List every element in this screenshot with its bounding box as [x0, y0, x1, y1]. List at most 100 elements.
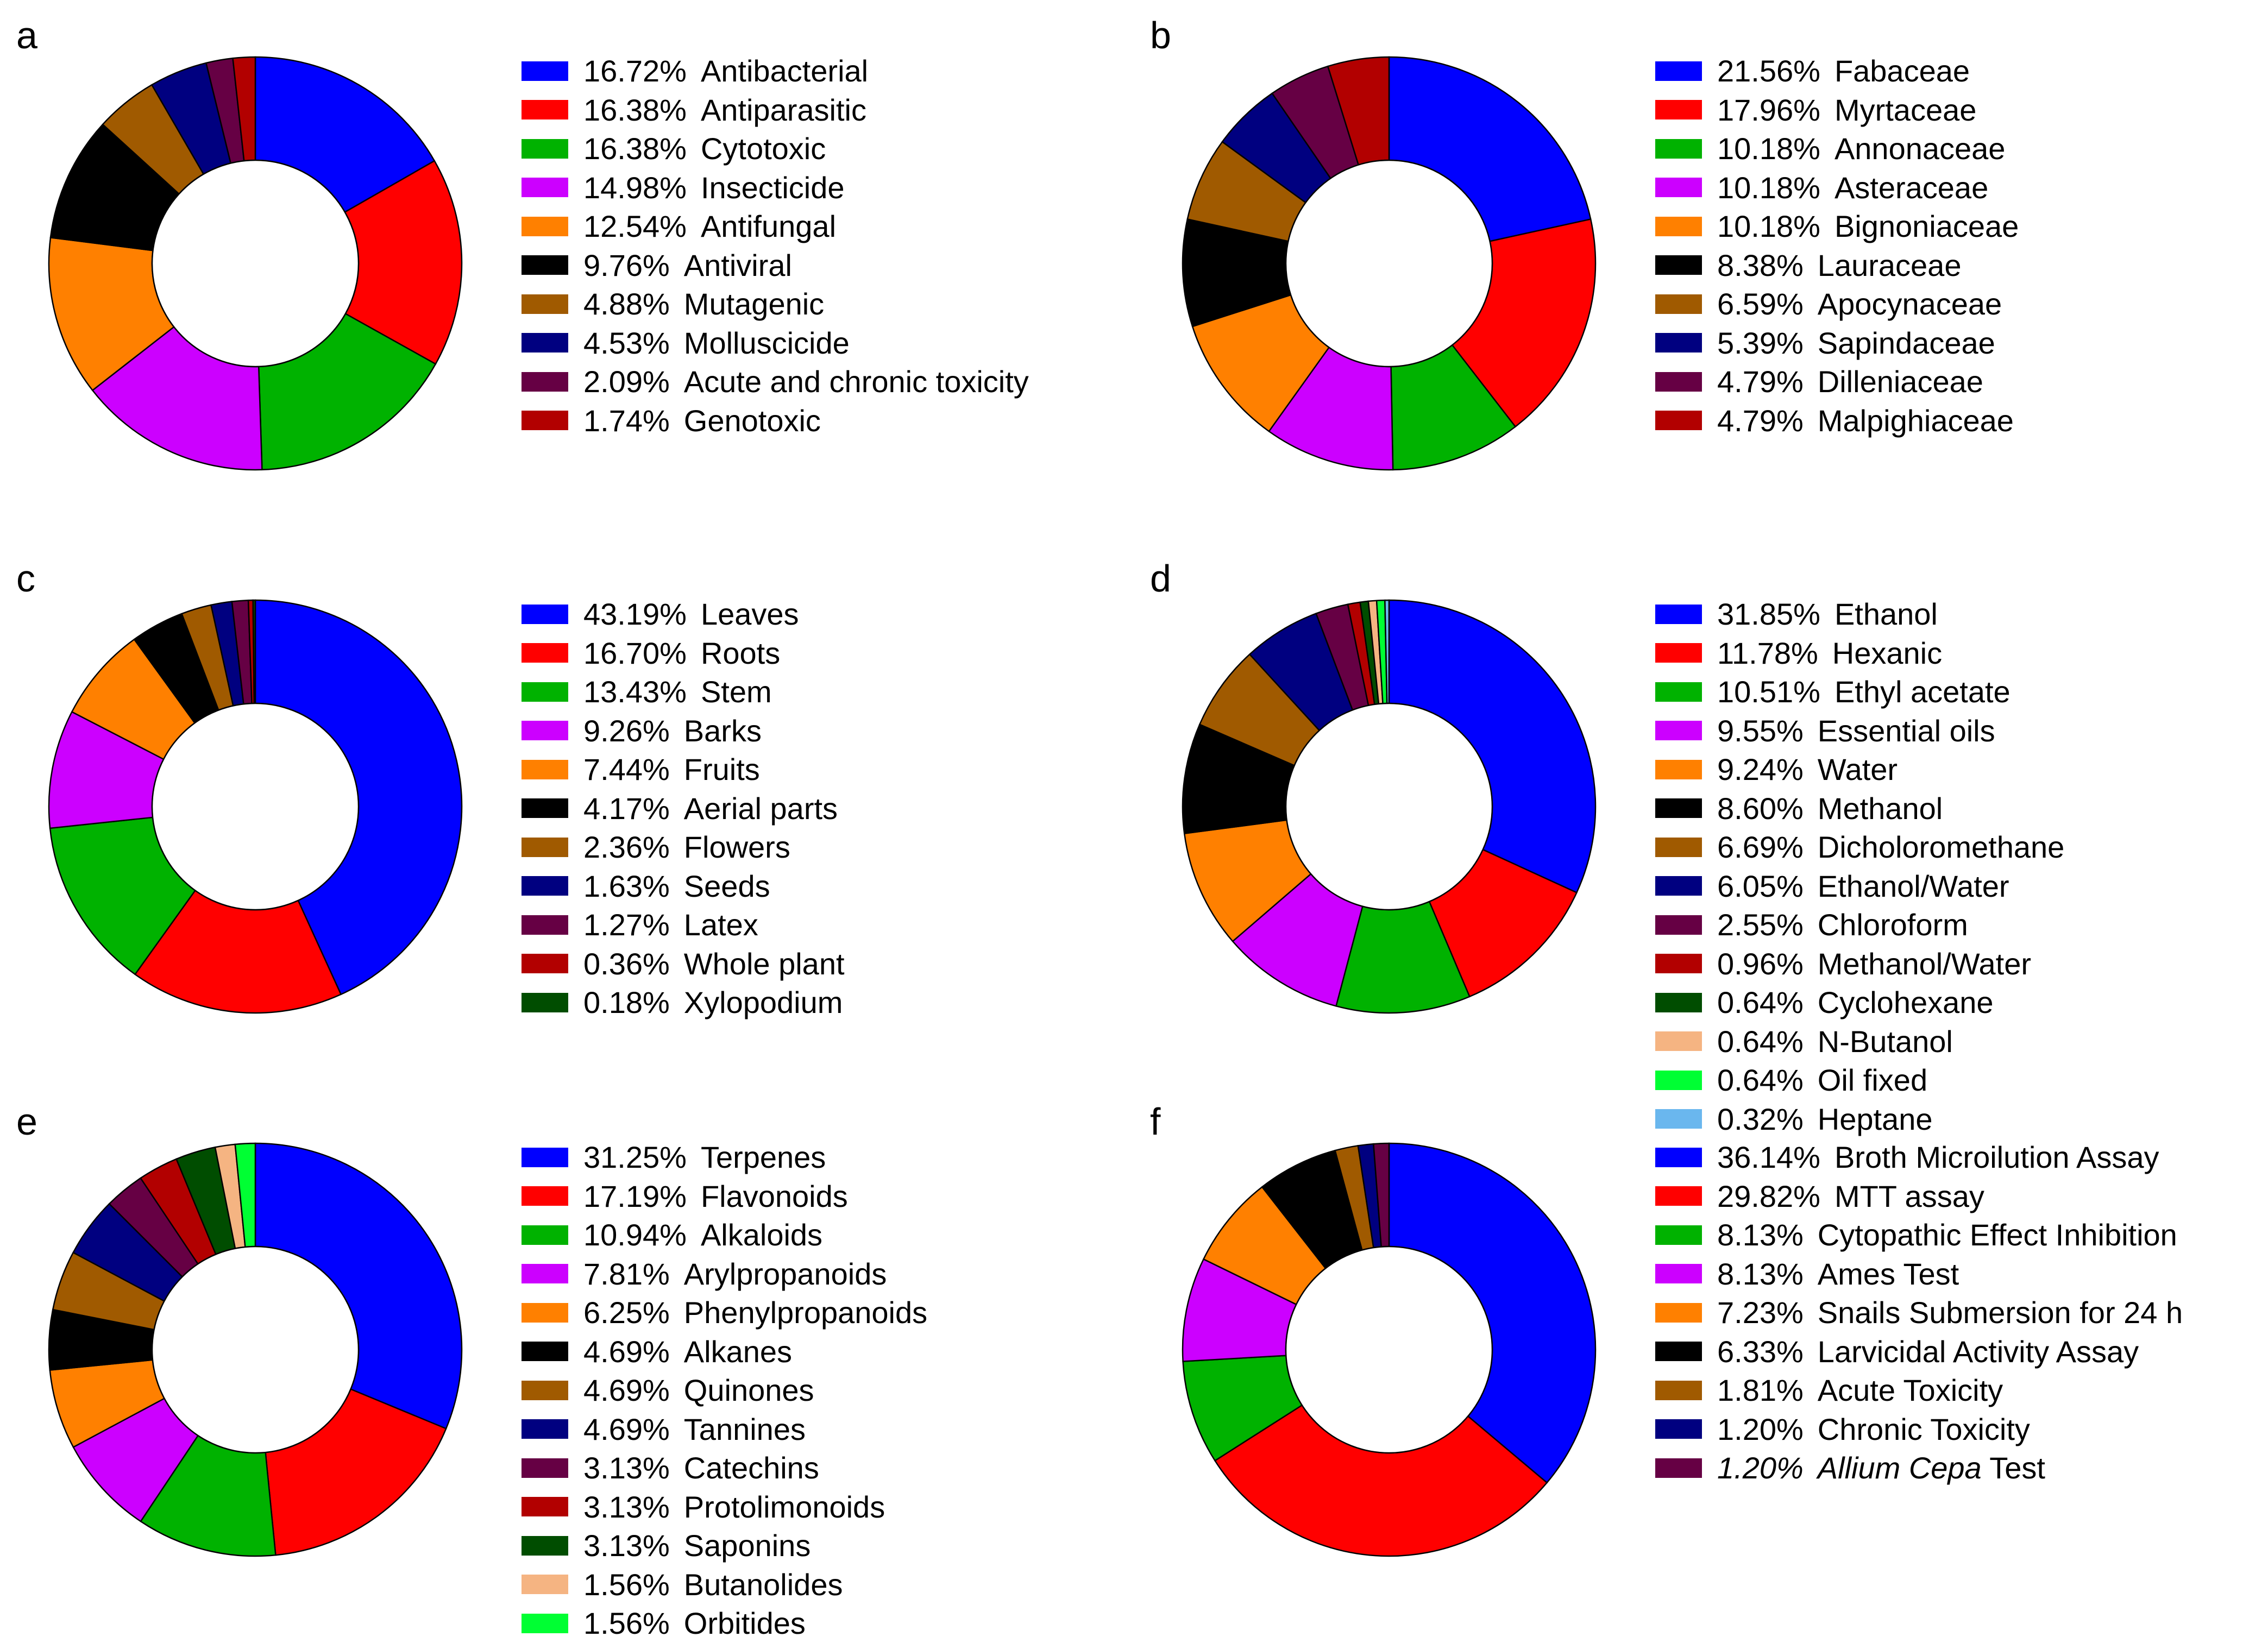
legend-percent: 10.51% [1717, 675, 1820, 709]
legend-percent: 1.20% [1717, 1412, 1804, 1446]
legend-percent: 6.69% [1717, 830, 1804, 865]
legend-entry: 1.27% Latex [522, 905, 845, 945]
panel-letter: b [1150, 14, 1171, 56]
legend-swatch [1655, 255, 1702, 275]
legend-entry: 36.14% Broth Microilution Assay [1655, 1138, 2183, 1177]
legend-swatch [522, 837, 568, 857]
legend-entry: 2.09% Acute and chronic toxicity [522, 362, 1029, 401]
legend-percent: 1.56% [583, 1606, 670, 1641]
legend-entry: 0.64% Cyclohexane [1655, 983, 2064, 1022]
legend-entry: 6.69% Dicholoromethane [1655, 828, 2064, 867]
legend-label: Seeds [683, 868, 770, 903]
legend-entry: 0.96% Methanol/Water [1655, 945, 2064, 984]
legend-entry: 14.98% Insecticide [522, 168, 1029, 207]
legend-label: Leaves [700, 597, 799, 632]
legend: 31.25% Terpenes 17.19% Flavonoids 10.94% Alka… [522, 1138, 927, 1643]
legend-entry: 3.13% Protolimonoids [522, 1488, 927, 1527]
legend-entry: 4.69% Alkanes [522, 1332, 927, 1371]
legend-swatch [522, 1147, 568, 1167]
legend-entry: 1.56% Orbitides [522, 1604, 927, 1643]
legend-swatch [522, 1458, 568, 1478]
legend-entry: 4.79% Malpighiaceae [1655, 401, 2019, 440]
legend-swatch [522, 139, 568, 159]
legend-percent: 29.82% [1717, 1179, 1820, 1213]
legend-label: Aerial parts [683, 791, 838, 826]
legend-swatch [1655, 682, 1702, 702]
legend-entry: 29.82% MTT assay [1655, 1177, 2183, 1216]
legend-entry: 8.13% Cytopathic Effect Inhibition [1655, 1216, 2183, 1255]
legend-swatch [1655, 1458, 1702, 1478]
legend-entry: 2.55% Chloroform [1655, 905, 2064, 945]
legend-swatch [1655, 1186, 1702, 1206]
legend-label: Barks [683, 713, 762, 748]
legend-label: Roots [700, 635, 781, 670]
legend-label: Orbitides [683, 1606, 806, 1641]
legend-entry: 1.20% Chronic Toxicity [1655, 1410, 2183, 1449]
legend-percent: 31.85% [1717, 597, 1820, 632]
panel-letter: c [16, 557, 35, 600]
legend-swatch [522, 294, 568, 314]
legend-label: Phenylpropanoids [683, 1295, 928, 1330]
legend-percent: 4.79% [1717, 364, 1804, 399]
donut-hole [151, 1245, 360, 1454]
legend-percent: 11.78% [1717, 635, 1818, 670]
legend-percent: 4.69% [583, 1412, 670, 1446]
legend-entry: 12.54% Antifungal [522, 207, 1029, 246]
legend-percent: 2.09% [583, 364, 670, 399]
legend: 16.72% Antibacterial 16.38% Antiparasitic 16… [522, 52, 1029, 440]
donut-chart [48, 599, 463, 1014]
legend-label: Chloroform [1817, 908, 1968, 942]
legend-percent: 6.33% [1717, 1334, 1804, 1369]
legend-percent: 6.59% [1717, 287, 1804, 322]
legend-percent: 4.69% [583, 1373, 670, 1408]
legend-label: Tannines [683, 1412, 806, 1446]
legend-percent: 1.74% [583, 403, 670, 438]
legend-label: Saponins [683, 1528, 811, 1563]
legend-swatch [522, 604, 568, 624]
legend-swatch [1655, 333, 1702, 353]
legend-percent: 3.13% [583, 1451, 670, 1485]
legend-entry: 1.63% Seeds [522, 867, 845, 906]
panel-letter: a [16, 14, 37, 56]
legend-percent: 12.54% [583, 209, 687, 244]
legend-percent: 0.32% [1717, 1101, 1804, 1136]
legend-swatch [1655, 1380, 1702, 1400]
legend-percent: 17.96% [1717, 92, 1820, 127]
legend-entry: 8.13% Ames Test [1655, 1255, 2183, 1294]
legend-swatch [522, 216, 568, 236]
legend-entry: 8.60% Methanol [1655, 789, 2064, 828]
legend-label: Protolimonoids [683, 1489, 885, 1524]
legend-label: Dicholoromethane [1817, 830, 2065, 865]
legend-label: Antifungal [700, 209, 837, 244]
legend-label: Sapindaceae [1817, 325, 1995, 360]
legend-percent: 21.56% [1717, 54, 1820, 89]
chart-panel-d: d 31.85% Ethanol 11.78% Hexanic 10.51% Ethyl a… [1134, 543, 2267, 1136]
legend-swatch [522, 1225, 568, 1245]
legend-swatch [1655, 61, 1702, 81]
legend-label: Dilleniaceae [1817, 364, 1983, 399]
legend-swatch [522, 178, 568, 198]
legend-entry: 8.38% Lauraceae [1655, 246, 2019, 285]
legend-percent: 36.14% [1717, 1140, 1820, 1175]
legend-label: Chronic Toxicity [1817, 1412, 2030, 1446]
legend-swatch [1655, 1109, 1702, 1129]
legend-entry: 10.51% Ethyl acetate [1655, 672, 2064, 712]
legend-entry: 4.88% Mutagenic [522, 285, 1029, 324]
legend-percent: 0.64% [1717, 1063, 1804, 1098]
legend-swatch [522, 954, 568, 974]
legend-swatch [522, 411, 568, 431]
legend-label: Ethyl acetate [1834, 675, 2011, 709]
legend-swatch [1655, 759, 1702, 779]
legend-label: Water [1817, 752, 1898, 787]
legend-label: Methanol [1817, 791, 1943, 826]
legend-entry: 10.94% Alkaloids [522, 1216, 927, 1255]
chart-panel-f: f 36.14% Broth Microilution Assay 29.82% MTT… [1134, 1086, 2267, 1629]
legend-swatch [1655, 1031, 1702, 1052]
legend-entry: 9.76% Antiviral [522, 246, 1029, 285]
legend-entry: 17.96% Myrtaceae [1655, 91, 2019, 130]
donut-chart [1182, 56, 1597, 471]
legend-percent: 0.36% [583, 946, 670, 981]
legend-entry: 0.64% N-Butanol [1655, 1022, 2064, 1061]
legend-entry: 0.64% Oil fixed [1655, 1061, 2064, 1100]
legend-swatch [522, 1186, 568, 1206]
